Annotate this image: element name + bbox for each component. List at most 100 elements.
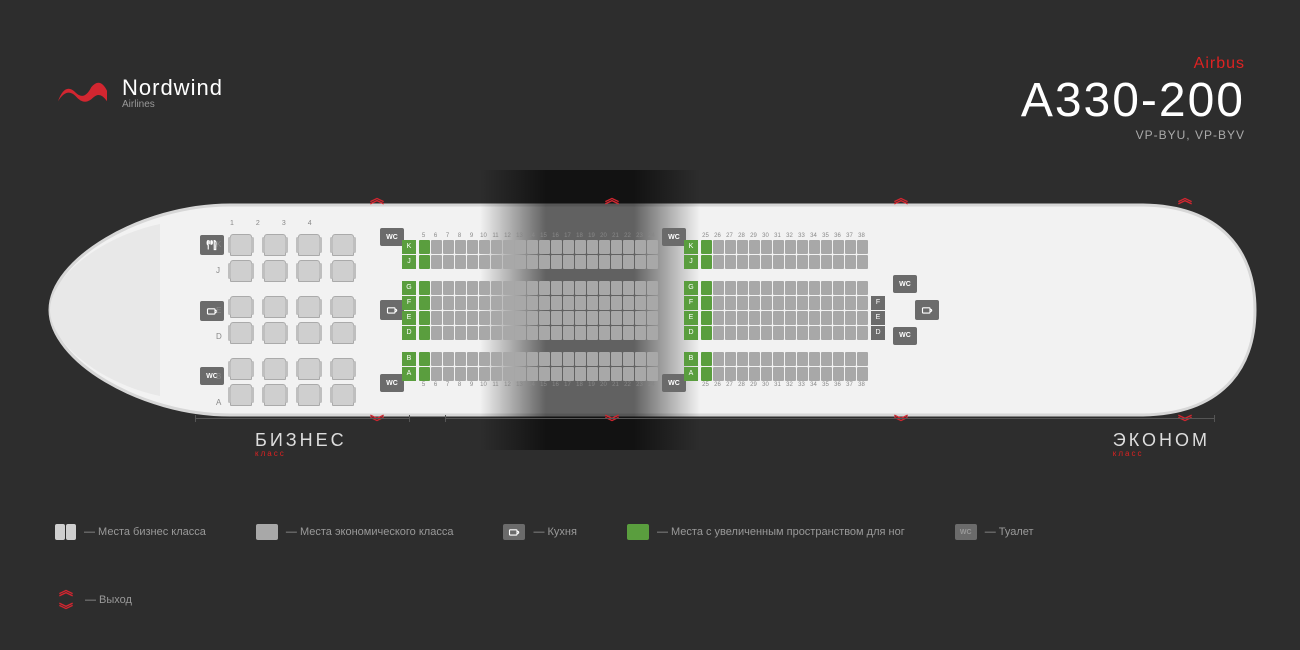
economy-seat [479,296,490,310]
economy-seat [467,326,478,340]
economy-seat [713,281,724,295]
econ-row-letter: G [684,281,698,295]
legend-text: — Туалет [985,526,1034,538]
economy-seat [479,255,490,269]
economy-seat [845,326,856,340]
legend-biz-icon [55,524,76,540]
economy-seat [701,296,712,310]
economy-seat [785,352,796,366]
economy-seat [821,240,832,254]
economy-seat [419,311,430,325]
economy-seat [491,281,502,295]
economy-seat [503,367,514,381]
seat-map: ︽︽︽︽︾︾︾︾ WC 1234KJEDBA WC WC 56789101112… [40,200,1260,420]
econ-row-letter: F [402,296,416,310]
economy-seat [749,240,760,254]
brand-block: Nordwind Airlines [55,75,223,110]
economy-seat [773,281,784,295]
economy-seat [737,296,748,310]
business-seat [264,384,286,406]
legend: — Места бизнес класса— Места экономическ… [55,524,1155,620]
economy-seat [539,240,550,254]
economy-seat [587,326,598,340]
economy-seat [749,281,760,295]
mid-facilities-1: WC WC [380,220,398,400]
economy-seat [587,255,598,269]
economy-seat [611,367,622,381]
economy-seat [515,296,526,310]
business-seat [332,384,354,406]
economy-seat [551,255,562,269]
economy-seat [599,240,610,254]
economy-seat [773,326,784,340]
biz-row-letter: J [216,266,222,278]
economy-seat [845,367,856,381]
economy-seat [821,352,832,366]
economy-seat [623,326,634,340]
economy-seat [845,255,856,269]
economy-seat [749,367,760,381]
economy-seat [503,352,514,366]
economy-seat [443,296,454,310]
galley-icon [915,300,939,320]
economy-seat [527,281,538,295]
brand-name: Nordwind [122,75,223,101]
economy-seat [635,255,646,269]
economy-seat [725,367,736,381]
nordwind-logo-icon [55,75,110,110]
business-label: БИЗНЕС класс [255,430,347,458]
economy-seat [527,311,538,325]
economy-seat [479,352,490,366]
economy-seat [737,281,748,295]
econ-row-letter: K [684,240,698,254]
lavatory: WC [380,374,404,392]
economy-seat [761,311,772,325]
business-sub: класс [255,449,347,458]
economy-seat [647,281,658,295]
economy-seat [575,296,586,310]
business-seat [332,322,354,344]
economy-seat [809,352,820,366]
economy-seat [761,296,772,310]
economy-seat [587,311,598,325]
economy-seat [503,281,514,295]
exit-icon: ︽ [894,188,908,208]
mid-facilities-2: WC WC [662,220,680,400]
business-seat [298,384,320,406]
economy-seat [467,311,478,325]
registration-codes: VP-BYU, VP-BYV [1021,128,1245,142]
economy-seat [713,240,724,254]
economy-seat [785,281,796,295]
econ-row-letter: B [684,352,698,366]
economy-seat [539,281,550,295]
economy-seat [857,281,868,295]
economy-seat [809,311,820,325]
economy-seat [491,296,502,310]
economy-seat [491,240,502,254]
biz-row-letter: K [216,240,222,252]
economy-seat [725,326,736,340]
legend-text: — Места экономического класса [286,526,454,538]
economy-seat [845,311,856,325]
business-class-section: 1234KJEDBA [190,220,380,400]
economy-seat [857,255,868,269]
lavatory: WC [893,275,917,293]
economy-seat [785,255,796,269]
economy-seat [809,255,820,269]
exit-icon: ︽ [1178,188,1192,208]
economy-seat [467,255,478,269]
business-seat [264,322,286,344]
economy-seat [749,311,760,325]
economy-seat [467,296,478,310]
economy-seat [551,311,562,325]
economy-seat [701,311,712,325]
economy-section-1: 56789101112131415161718192021222324KJGFE… [402,220,658,400]
economy-seat [737,367,748,381]
economy-seat [527,352,538,366]
economy-seat [785,311,796,325]
economy-seat [575,255,586,269]
economy-seat [539,255,550,269]
economy-seat [431,281,442,295]
economy-seat [539,367,550,381]
economy-seat [647,296,658,310]
